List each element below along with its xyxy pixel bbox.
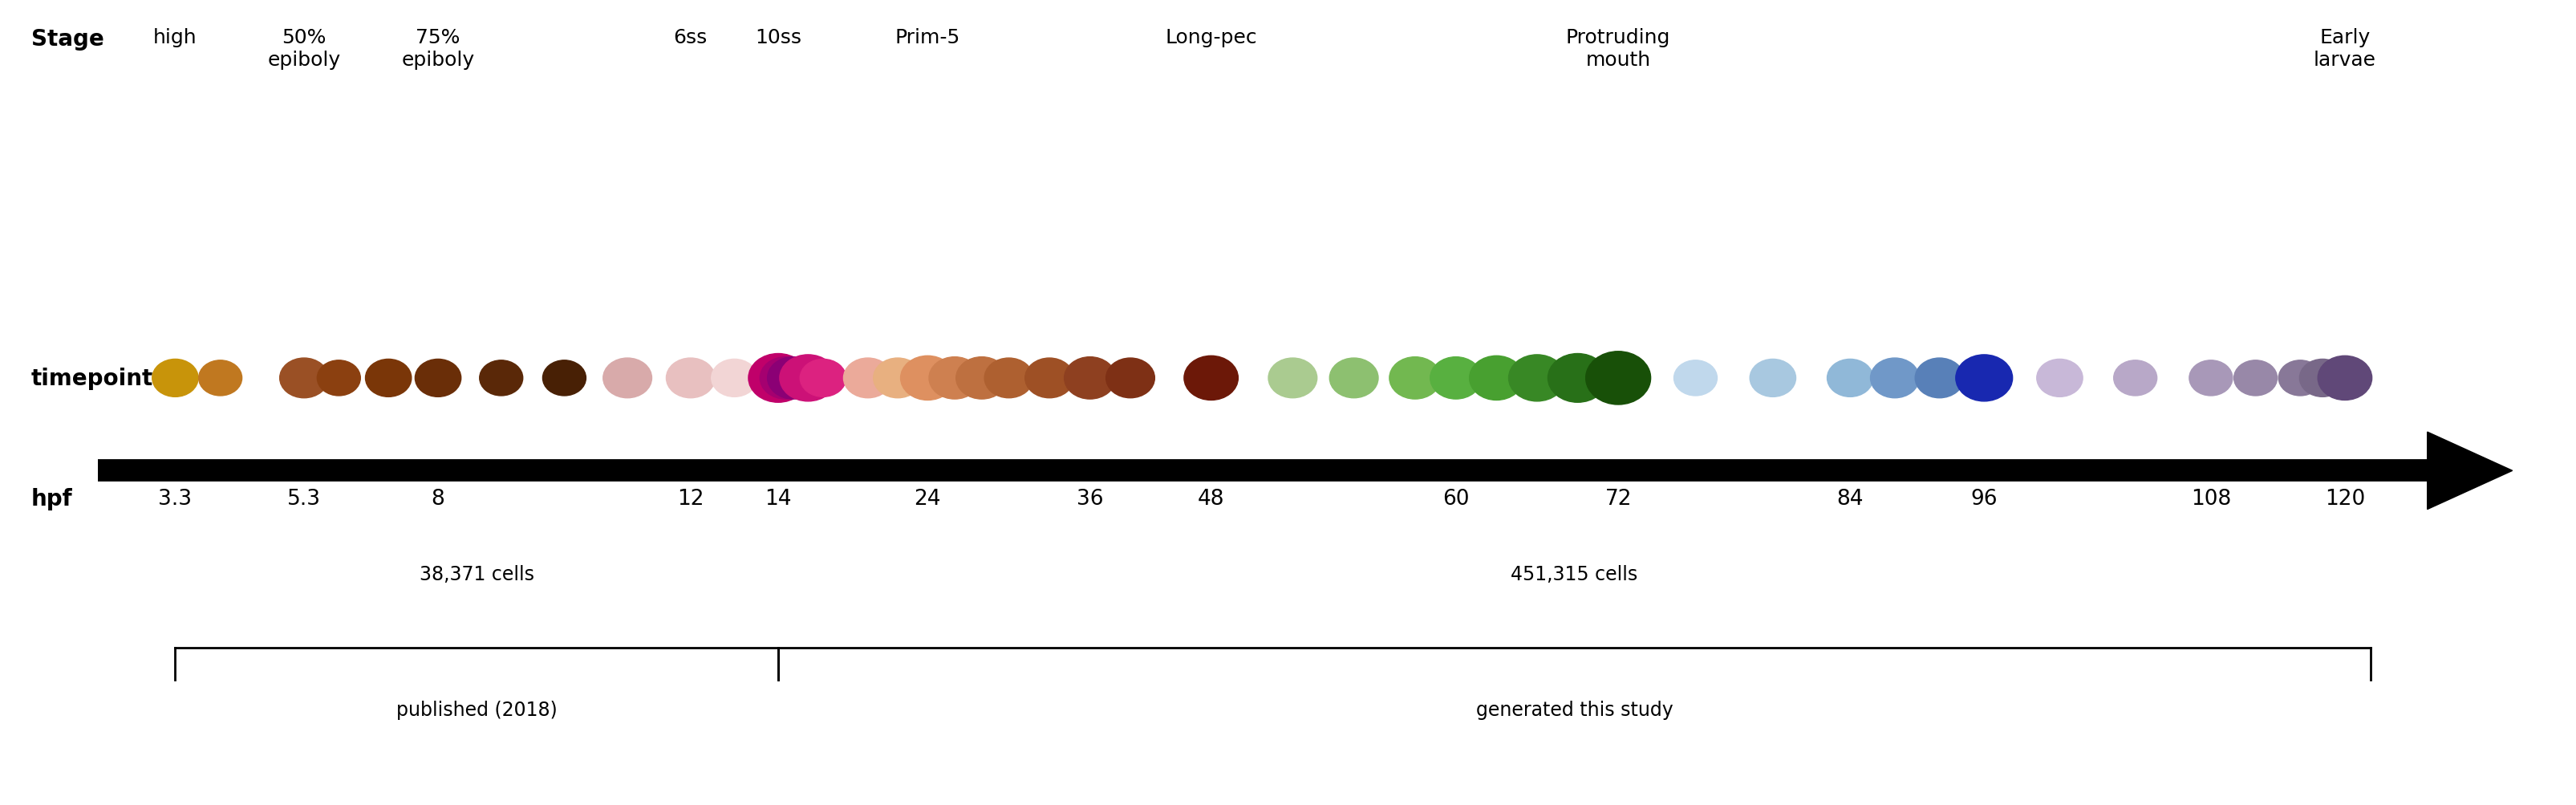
Text: 50%
epiboly: 50% epiboly (268, 28, 340, 70)
Ellipse shape (2318, 356, 2372, 400)
Ellipse shape (1749, 360, 1795, 397)
Text: Stage: Stage (31, 28, 103, 51)
Ellipse shape (760, 357, 811, 399)
Polygon shape (2427, 432, 2512, 510)
Text: 3.3: 3.3 (157, 489, 193, 510)
Ellipse shape (2233, 361, 2277, 396)
Ellipse shape (1468, 356, 1522, 400)
Ellipse shape (1267, 358, 1316, 398)
Text: 60: 60 (1443, 489, 1468, 510)
Ellipse shape (281, 358, 327, 398)
Text: Prim-5: Prim-5 (894, 28, 961, 47)
Ellipse shape (479, 361, 523, 396)
Text: 24: 24 (914, 489, 940, 510)
Text: timepoint: timepoint (31, 367, 152, 390)
Text: 451,315 cells: 451,315 cells (1510, 564, 1638, 584)
Text: 5.3: 5.3 (286, 489, 322, 510)
Text: 8: 8 (430, 489, 446, 510)
Text: Protruding
mouth: Protruding mouth (1566, 28, 1669, 70)
Ellipse shape (1388, 357, 1440, 399)
Text: high: high (152, 28, 198, 47)
Ellipse shape (956, 357, 1007, 399)
Ellipse shape (768, 357, 819, 399)
Ellipse shape (1185, 356, 1236, 400)
Ellipse shape (2277, 361, 2321, 396)
Ellipse shape (1870, 358, 1919, 398)
Ellipse shape (1914, 358, 1963, 398)
Ellipse shape (1548, 354, 1607, 402)
Ellipse shape (603, 358, 652, 398)
Ellipse shape (1955, 355, 2012, 402)
Text: 96: 96 (1971, 489, 1996, 510)
Ellipse shape (1507, 355, 1566, 402)
Text: 10ss: 10ss (755, 28, 801, 47)
Ellipse shape (930, 357, 979, 399)
Text: 75%
epiboly: 75% epiboly (402, 28, 474, 70)
Ellipse shape (873, 358, 922, 398)
Text: hpf: hpf (31, 488, 72, 510)
Ellipse shape (1025, 358, 1074, 398)
Ellipse shape (711, 360, 757, 397)
Ellipse shape (317, 361, 361, 396)
Ellipse shape (799, 360, 845, 397)
Ellipse shape (1430, 357, 1481, 399)
Ellipse shape (781, 355, 837, 402)
Ellipse shape (415, 360, 461, 397)
Text: 84: 84 (1837, 489, 1862, 510)
Ellipse shape (2190, 361, 2231, 396)
Ellipse shape (747, 354, 809, 402)
Ellipse shape (2112, 361, 2156, 396)
Ellipse shape (544, 361, 585, 396)
Text: 108: 108 (2190, 489, 2231, 510)
Text: 14: 14 (765, 489, 791, 510)
Ellipse shape (984, 358, 1033, 398)
Ellipse shape (2298, 360, 2344, 397)
Ellipse shape (1105, 358, 1154, 398)
Text: Long-pec: Long-pec (1164, 28, 1257, 47)
Text: 120: 120 (2324, 489, 2365, 510)
Ellipse shape (1064, 357, 1115, 399)
Text: 36: 36 (1077, 489, 1103, 510)
Ellipse shape (899, 356, 953, 400)
Ellipse shape (152, 360, 198, 397)
Ellipse shape (667, 358, 714, 398)
Ellipse shape (842, 358, 891, 398)
Text: 72: 72 (1605, 489, 1631, 510)
Ellipse shape (1584, 352, 1651, 405)
Ellipse shape (2035, 360, 2081, 397)
Text: 6ss: 6ss (672, 28, 708, 47)
Text: 38,371 cells: 38,371 cells (420, 564, 533, 584)
Ellipse shape (1674, 361, 1716, 396)
Text: 12: 12 (677, 489, 703, 510)
Ellipse shape (1329, 358, 1378, 398)
Ellipse shape (366, 360, 412, 397)
Text: 48: 48 (1198, 489, 1224, 510)
Ellipse shape (198, 361, 242, 396)
Text: published (2018): published (2018) (397, 700, 556, 720)
Text: Early
larvae: Early larvae (2313, 28, 2375, 70)
Ellipse shape (1826, 360, 1873, 397)
Text: generated this study: generated this study (1476, 700, 1672, 720)
